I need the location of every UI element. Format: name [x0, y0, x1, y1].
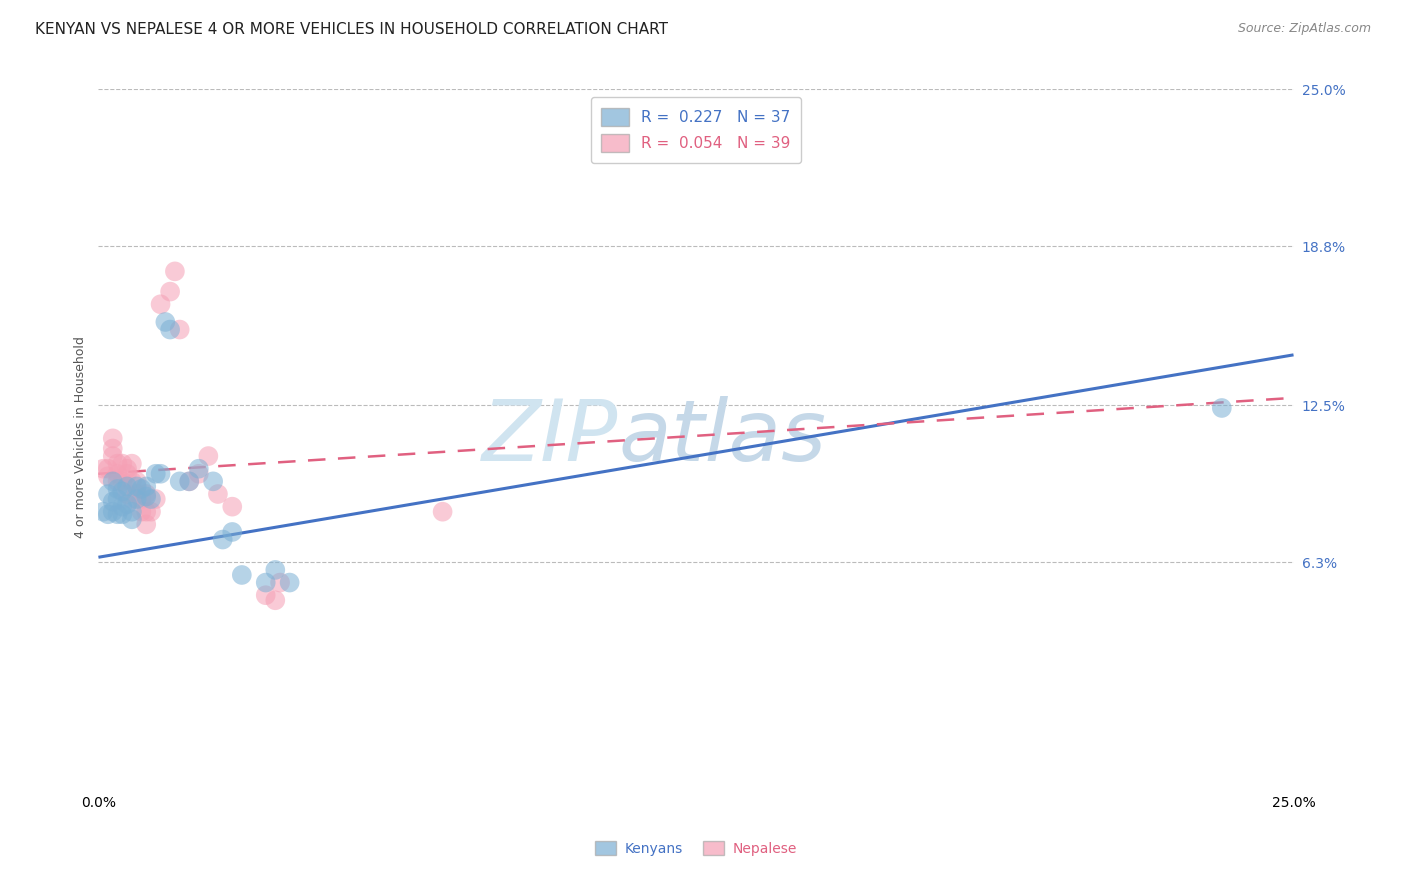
Point: [111, 475, 134, 489]
Point: [135, 487, 157, 501]
Point: [187, 461, 209, 475]
Point: [202, 475, 225, 489]
Point: [211, 533, 233, 547]
Y-axis label: 4 or more Vehicles in Household: 4 or more Vehicles in Household: [75, 336, 87, 538]
Point: [131, 505, 153, 519]
Point: [159, 322, 181, 336]
Point: [135, 479, 157, 493]
Point: [254, 575, 277, 590]
Point: [149, 297, 172, 311]
Point: [254, 588, 277, 602]
Point: [187, 467, 209, 481]
Point: [264, 593, 287, 607]
Point: [139, 491, 162, 506]
Point: [155, 315, 177, 329]
Text: atlas: atlas: [619, 395, 827, 479]
Point: [107, 491, 129, 506]
Point: [269, 575, 291, 590]
Point: [169, 322, 191, 336]
Point: [107, 467, 129, 481]
Point: [107, 508, 129, 522]
Point: [125, 491, 148, 506]
Point: [115, 487, 138, 501]
Point: [121, 505, 143, 519]
Point: [278, 575, 301, 590]
Point: [101, 442, 124, 456]
Text: Source: ZipAtlas.com: Source: ZipAtlas.com: [1237, 22, 1371, 36]
Point: [115, 497, 138, 511]
Point: [121, 475, 143, 489]
Point: [135, 517, 157, 532]
Point: [207, 487, 229, 501]
Point: [179, 475, 201, 489]
Text: KENYAN VS NEPALESE 4 OR MORE VEHICLES IN HOUSEHOLD CORRELATION CHART: KENYAN VS NEPALESE 4 OR MORE VEHICLES IN…: [35, 22, 668, 37]
Point: [163, 264, 186, 278]
Point: [111, 484, 134, 499]
Point: [107, 482, 129, 496]
Point: [115, 467, 138, 481]
Point: [121, 457, 143, 471]
Point: [101, 494, 124, 508]
Point: [115, 461, 138, 475]
Point: [264, 563, 287, 577]
Point: [97, 461, 120, 475]
Point: [221, 500, 243, 514]
Point: [149, 467, 172, 481]
Point: [1211, 401, 1233, 415]
Point: [145, 491, 167, 506]
Point: [131, 491, 153, 506]
Point: [101, 475, 124, 489]
Point: [135, 505, 157, 519]
Point: [115, 479, 138, 493]
Point: [432, 505, 454, 519]
Point: [111, 508, 134, 522]
Point: [135, 490, 157, 504]
Point: [97, 469, 120, 483]
Point: [91, 505, 114, 519]
Point: [125, 479, 148, 493]
Point: [121, 512, 143, 526]
Point: [125, 487, 148, 501]
Point: [121, 491, 143, 506]
Point: [111, 500, 134, 514]
Point: [221, 524, 243, 539]
Point: [145, 467, 167, 481]
Point: [101, 431, 124, 445]
Point: [169, 475, 191, 489]
Point: [101, 505, 124, 519]
Point: [159, 285, 181, 299]
Point: [101, 449, 124, 463]
Point: [97, 508, 120, 522]
Point: [107, 457, 129, 471]
Legend: R =  0.227   N = 37, R =  0.054   N = 39: R = 0.227 N = 37, R = 0.054 N = 39: [591, 97, 801, 163]
Point: [97, 487, 120, 501]
Point: [197, 449, 219, 463]
Point: [231, 568, 253, 582]
Point: [139, 505, 162, 519]
Point: [131, 482, 153, 496]
Point: [107, 475, 129, 489]
Point: [179, 475, 201, 489]
Text: ZIP: ZIP: [482, 395, 619, 479]
Point: [111, 457, 134, 471]
Point: [91, 461, 114, 475]
Point: [125, 475, 148, 489]
